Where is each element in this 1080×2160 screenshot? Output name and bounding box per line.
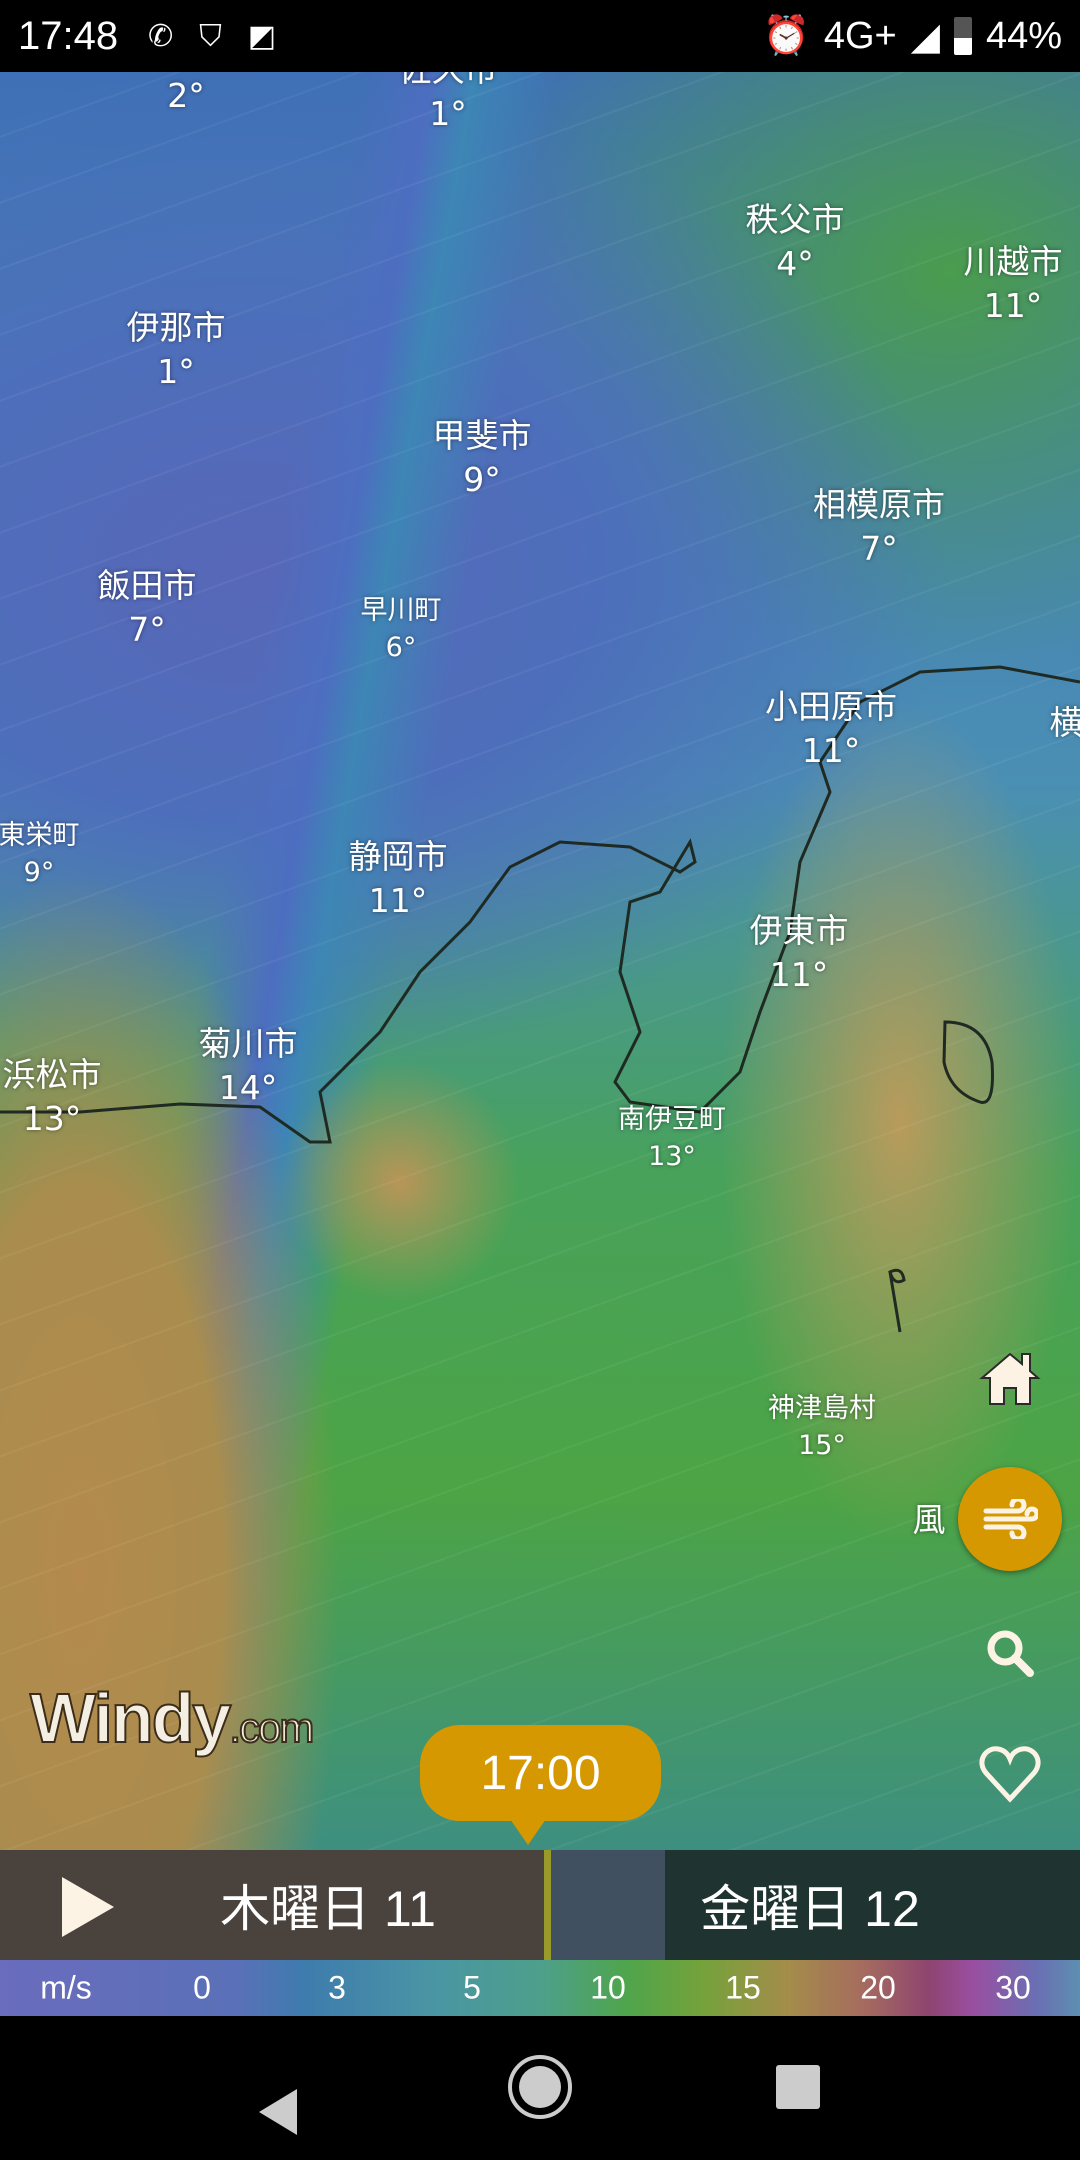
app-k-icon: ◩: [247, 18, 277, 54]
city-label: 小田原市 11°: [765, 687, 897, 770]
city-label: 飯田市 7°: [97, 566, 197, 649]
legend-tick: 15: [725, 1969, 761, 2006]
city-label: 横: [1049, 703, 1080, 742]
timeline-gap[interactable]: [551, 1850, 665, 1960]
city-label: 菊川市 14°: [198, 1024, 298, 1107]
legend-tick: 5: [463, 1969, 481, 2006]
city-label: 伊東市 11°: [749, 911, 849, 994]
legend-tick: 0: [193, 1969, 211, 2006]
status-bar: 17:48 ✆ ⛉ ◩ ⏰ 4G+ ◢ 44%: [0, 0, 1080, 72]
home-icon: [979, 1352, 1041, 1405]
city-label: 浜松市 13°: [2, 1055, 102, 1138]
city-label: 静岡市 11°: [348, 837, 448, 920]
city-label: 早川町 6°: [360, 595, 442, 663]
recents-icon[interactable]: [776, 2065, 820, 2109]
city-label: 甲斐市 9°: [432, 416, 532, 499]
legend-tick: 20: [860, 1969, 896, 2006]
timeline-cursor[interactable]: [544, 1850, 551, 1960]
windy-logo[interactable]: Windy.com: [29, 1678, 315, 1758]
city-label: 南伊豆町 13°: [618, 1104, 726, 1172]
timeline-bar[interactable]: 木曜日 11 金曜日 12: [0, 1850, 1080, 1960]
favorites-button[interactable]: [975, 1743, 1045, 1805]
timeline-day-friday[interactable]: 金曜日 12: [665, 1850, 1080, 1960]
city-label: 東栄町 9°: [0, 820, 80, 888]
city-label: 2°: [167, 76, 205, 115]
layer-label: 風: [912, 1500, 946, 1539]
city-label: 伊那市 1°: [126, 308, 226, 391]
back-icon[interactable]: [255, 2087, 301, 2137]
search-button[interactable]: [980, 1623, 1040, 1683]
city-label: 神津島村 15°: [768, 1393, 876, 1461]
shield-search-icon: ⛉: [199, 18, 222, 54]
legend-unit: m/s: [40, 1969, 92, 2006]
signal-icon: ◢: [910, 15, 940, 58]
day-label: 金曜日 12: [700, 1881, 920, 1937]
wind-speed-legend: m/s 0 3 5 10 15 20 30: [0, 1960, 1080, 2016]
city-label: 秩父市 4°: [745, 200, 845, 283]
alarm-icon: ⏰: [762, 15, 810, 57]
city-label: 佐久市1°: [399, 72, 498, 133]
coastline: [0, 665, 1080, 1333]
battery-level: 44%: [985, 14, 1062, 57]
wind-icon: [983, 1499, 1038, 1539]
play-icon[interactable]: [62, 1877, 114, 1937]
wind-layer-button[interactable]: [958, 1467, 1062, 1571]
timeline-day-thursday[interactable]: 木曜日 11: [0, 1850, 544, 1960]
network-type: 4G+: [823, 14, 897, 57]
day-label: 木曜日 11: [220, 1881, 436, 1937]
clock: 17:48: [18, 13, 119, 58]
legend-tick: 3: [328, 1969, 346, 2006]
navigation-bar: [0, 2016, 1080, 2160]
heart-icon: [979, 1746, 1041, 1803]
legend-tick: 10: [590, 1969, 626, 2006]
wifi-calling-icon: ✆: [148, 18, 174, 54]
city-label: 相模原市 7°: [813, 485, 945, 568]
search-icon: [987, 1630, 1034, 1677]
battery-icon: [953, 17, 972, 55]
home-button[interactable]: [975, 1345, 1045, 1411]
home-nav-icon[interactable]: [506, 2053, 574, 2121]
current-time-bubble[interactable]: 17:00: [420, 1725, 661, 1845]
legend-tick: 30: [995, 1969, 1031, 2006]
city-label: 川越市 11°: [963, 242, 1063, 325]
